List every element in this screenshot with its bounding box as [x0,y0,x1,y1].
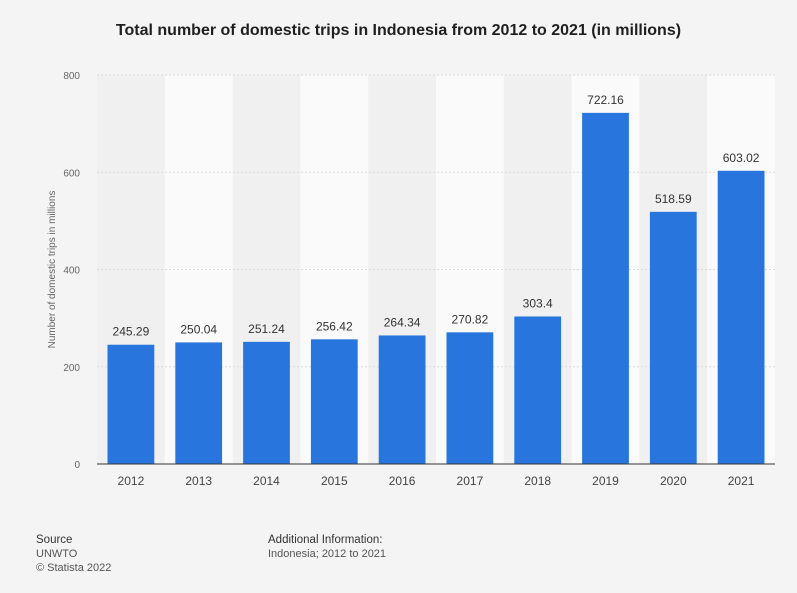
bar[interactable] [378,335,426,464]
bar[interactable] [514,316,562,464]
y-tick-label: 800 [63,71,80,82]
y-tick-label: 0 [74,460,80,471]
source-name[interactable]: UNWTO [36,548,78,560]
x-tick-label: 2021 [728,474,755,488]
x-tick-label: 2020 [660,474,687,488]
data-label: 303.4 [523,296,553,310]
x-tick-label: 2019 [592,474,619,488]
data-label: 270.82 [452,312,489,326]
x-tick-label: 2018 [524,474,551,488]
x-tick-label: 2014 [253,474,280,488]
additional-info-text: Indonesia; 2012 to 2021 [268,548,387,560]
x-tick-label: 2017 [457,474,484,488]
bar[interactable] [175,342,223,464]
bar-chart: 0 200 400 600 800 Number of domestic trips in… [47,71,775,488]
data-label: 264.34 [384,315,421,329]
x-tick-label: 2013 [185,474,212,488]
bar[interactable] [243,341,290,464]
bar[interactable] [446,332,494,464]
data-label: 256.42 [316,319,353,333]
y-tick-label: 600 [63,168,80,179]
bar[interactable] [649,211,697,464]
data-label: 245.29 [113,325,150,339]
data-label: 722.16 [587,93,624,107]
data-label: 603.02 [723,151,760,165]
bar[interactable] [107,344,155,464]
x-tick-label: 2016 [389,474,416,488]
bar[interactable] [310,339,358,464]
data-label: 250.04 [180,322,217,336]
y-tick-label: 200 [63,363,80,374]
y-axis-label: Number of domestic trips in millions [47,191,58,349]
bar[interactable] [582,112,629,464]
x-tick-label: 2015 [321,474,348,488]
data-label: 251.24 [248,322,285,336]
bar[interactable] [717,170,765,464]
data-label: 518.59 [655,192,692,206]
additional-info-block: Additional Information: Indonesia; 2012 … [268,533,386,561]
copyright-text: © Statista 2022 [36,562,112,574]
source-heading: Source [36,534,73,546]
x-tick-label: 2012 [118,474,145,488]
source-block: Source UNWTO © Statista 2022 [36,533,111,575]
y-tick-label: 400 [63,266,80,277]
chart-title: Total number of domestic trips in Indone… [115,22,682,39]
additional-info-heading[interactable]: Additional Information: [268,534,383,546]
